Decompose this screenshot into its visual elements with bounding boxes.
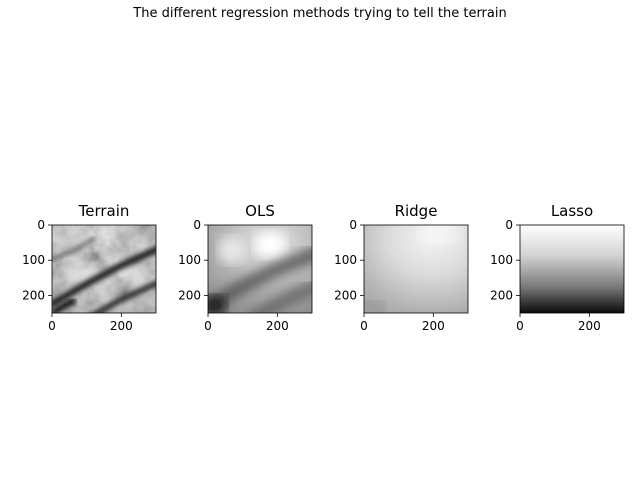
- ridge-ytick-label-1: 100: [334, 253, 357, 267]
- ridge-panel: Ridge 0 200 0 100 200: [334, 202, 469, 333]
- ols-axes-frame: [207, 224, 313, 314]
- ols-xtick-label-0: 0: [204, 319, 212, 333]
- ols-ytick-label-1: 100: [178, 253, 201, 267]
- ols-panel: OLS 0 200 0 100 200: [178, 202, 313, 333]
- lasso-xtick-label-1: 200: [578, 319, 601, 333]
- ridge-image: [364, 225, 468, 313]
- lasso-xtick-label-0: 0: [516, 319, 524, 333]
- lasso-title: Lasso: [551, 202, 593, 220]
- ridge-title: Ridge: [395, 202, 438, 220]
- terrain-ytick-label-0: 0: [37, 218, 45, 232]
- ridge-axes: Ridge 0 200 0 100 200: [334, 202, 469, 333]
- ols-title: OLS: [245, 202, 275, 220]
- lasso-panel: Lasso 0 200 0 100 200: [490, 202, 625, 333]
- terrain-ytick-label-1: 100: [22, 253, 45, 267]
- ols-image: [208, 225, 312, 313]
- terrain-axes-frame: [51, 224, 157, 314]
- ridge-axes-frame: [363, 224, 469, 314]
- ols-ytick-label-2: 200: [178, 288, 201, 302]
- lasso-axes-frame: [519, 224, 625, 314]
- terrain-panel: Terrain 0 200 0 100 200: [22, 202, 157, 333]
- ridge-xtick-label-1: 200: [422, 319, 445, 333]
- ridge-xtick-label-0: 0: [360, 319, 368, 333]
- terrain-image: [52, 225, 156, 313]
- ridge-ytick-label-2: 200: [334, 288, 357, 302]
- lasso-ytick-label-1: 100: [490, 253, 513, 267]
- lasso-ytick-label-0: 0: [505, 218, 513, 232]
- lasso-axes: Lasso 0 200 0 100 200: [490, 202, 625, 333]
- terrain-ytick-label-2: 200: [22, 288, 45, 302]
- ols-axes: OLS 0 200 0 100 200: [178, 202, 313, 333]
- ols-ytick-label-0: 0: [193, 218, 201, 232]
- terrain-axes: Terrain 0 200 0 100 200: [22, 202, 157, 333]
- lasso-ytick-label-2: 200: [490, 288, 513, 302]
- terrain-xtick-label-0: 0: [48, 319, 56, 333]
- figure-title: The different regression methods trying …: [133, 6, 507, 21]
- terrain-title: Terrain: [78, 202, 130, 220]
- ols-xtick-label-1: 200: [266, 319, 289, 333]
- ridge-ytick-label-0: 0: [349, 218, 357, 232]
- lasso-image: [520, 225, 624, 313]
- terrain-xtick-label-1: 200: [110, 319, 133, 333]
